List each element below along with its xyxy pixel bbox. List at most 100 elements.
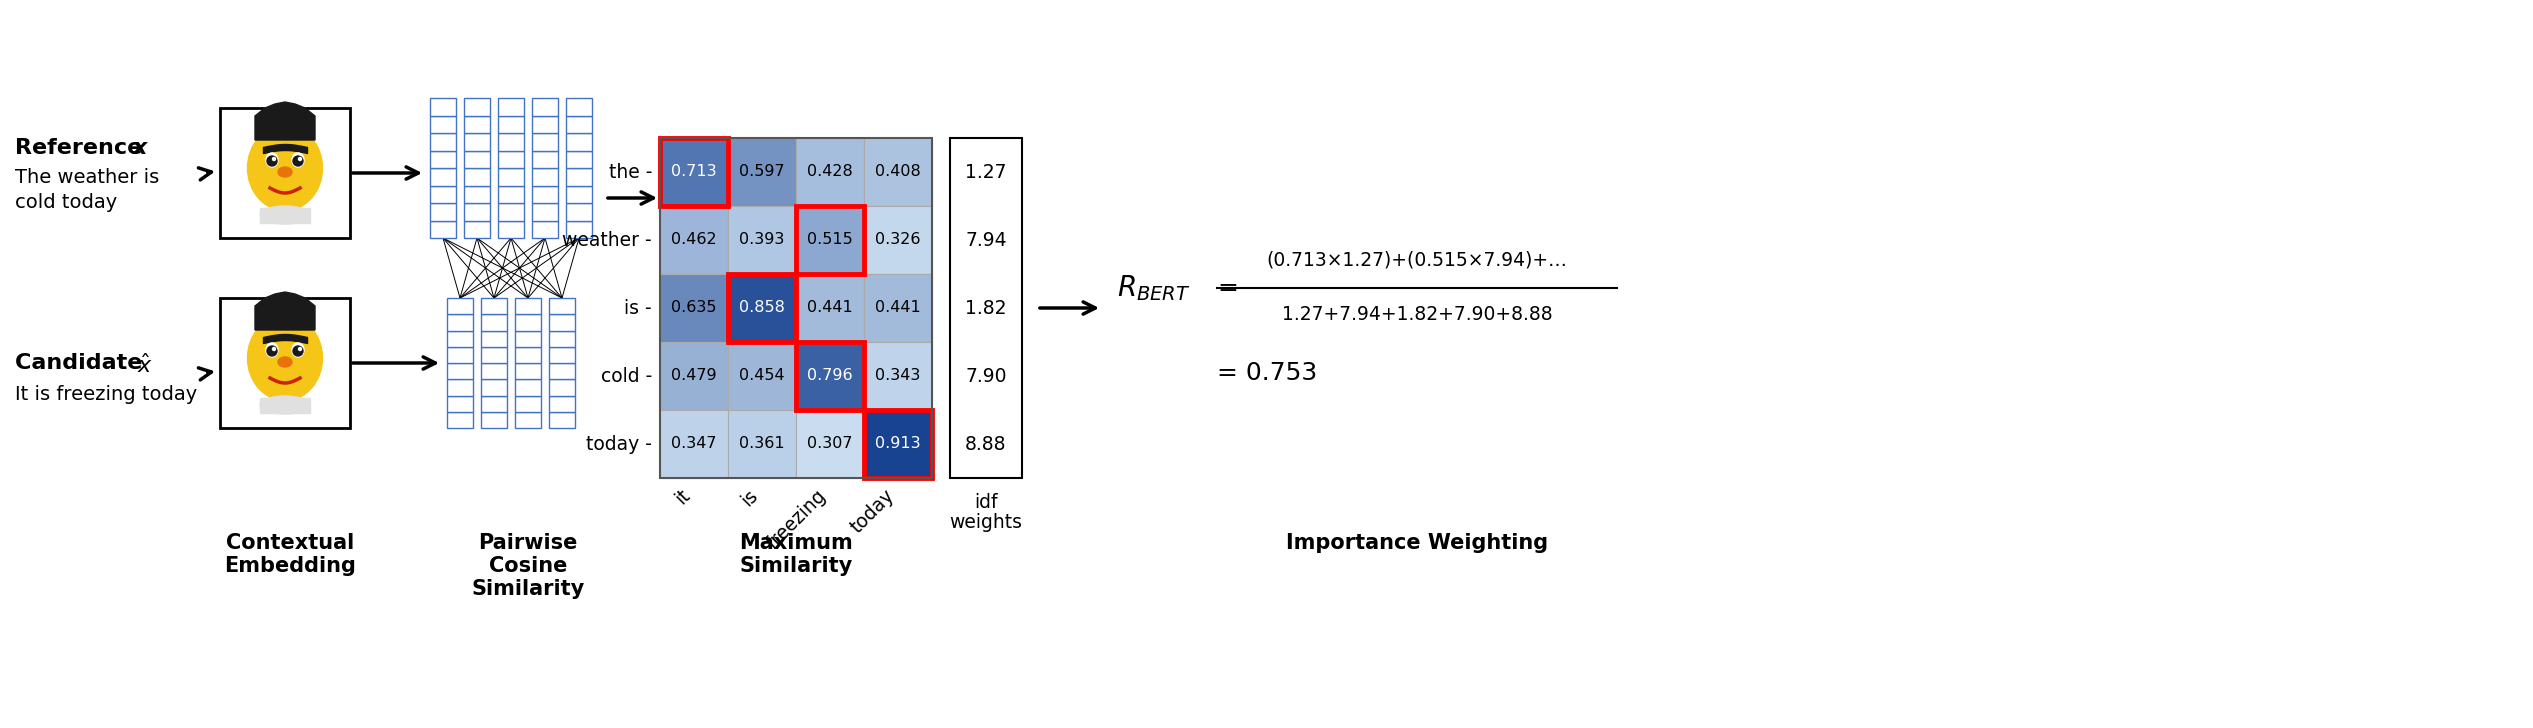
Bar (565, 133, 593, 151)
Bar (532, 133, 557, 151)
Text: =: = (1216, 276, 1239, 300)
Text: cold today: cold today (15, 193, 117, 212)
Bar (464, 168, 489, 186)
Text: the -: the - (608, 162, 651, 181)
Text: Importance Weighting: Importance Weighting (1287, 533, 1548, 553)
Text: $R_{BERT}$: $R_{BERT}$ (1117, 273, 1191, 303)
Bar (446, 379, 474, 395)
Text: It is freezing today: It is freezing today (15, 385, 198, 404)
Text: 0.408: 0.408 (874, 165, 922, 180)
Bar (220, 298, 350, 428)
Text: 1.82: 1.82 (965, 298, 1006, 317)
Bar (431, 168, 456, 186)
Bar (532, 98, 557, 116)
Text: 0.361: 0.361 (740, 437, 785, 451)
Bar (446, 331, 474, 347)
Text: 0.343: 0.343 (876, 368, 919, 384)
Bar (550, 347, 575, 363)
Bar (565, 203, 593, 221)
Text: cold -: cold - (600, 366, 651, 386)
Bar (220, 108, 350, 238)
Text: Pairwise
Cosine
Similarity: Pairwise Cosine Similarity (471, 533, 585, 599)
Bar (795, 274, 864, 342)
Bar (532, 186, 557, 203)
Bar (514, 379, 542, 395)
Circle shape (299, 347, 301, 350)
Bar (864, 410, 932, 478)
Text: 0.393: 0.393 (740, 232, 785, 248)
Bar (550, 298, 575, 314)
Bar (499, 221, 524, 238)
Text: idf: idf (975, 493, 998, 512)
Bar (514, 331, 542, 347)
Ellipse shape (248, 315, 322, 400)
Ellipse shape (291, 343, 304, 357)
Bar (464, 151, 489, 168)
Bar (514, 395, 542, 412)
Bar (727, 274, 795, 342)
Bar (795, 342, 864, 410)
Text: x: x (134, 138, 147, 158)
Bar (550, 395, 575, 412)
Bar (499, 151, 524, 168)
Bar (727, 342, 795, 410)
Bar (565, 221, 593, 238)
Bar (261, 398, 309, 413)
Bar (431, 186, 456, 203)
Bar (499, 168, 524, 186)
Bar (532, 116, 557, 133)
Bar (532, 168, 557, 186)
Bar (499, 98, 524, 116)
Bar (431, 116, 456, 133)
Bar (431, 133, 456, 151)
Text: 0.515: 0.515 (808, 232, 854, 248)
Bar (864, 138, 932, 206)
Text: 0.597: 0.597 (740, 165, 785, 180)
Bar (481, 298, 507, 314)
Text: 0.441: 0.441 (808, 301, 854, 315)
Text: 8.88: 8.88 (965, 435, 1006, 454)
Bar (565, 186, 593, 203)
Bar (661, 138, 932, 478)
Circle shape (266, 156, 276, 166)
Circle shape (266, 346, 276, 356)
Bar (565, 151, 593, 168)
Bar (864, 206, 932, 274)
Bar (661, 206, 727, 274)
Text: 1.27: 1.27 (965, 162, 1006, 181)
Ellipse shape (248, 125, 322, 210)
Ellipse shape (291, 153, 304, 167)
Bar (481, 363, 507, 379)
Bar (464, 203, 489, 221)
Bar (446, 412, 474, 428)
Bar (550, 331, 575, 347)
Bar (446, 347, 474, 363)
Bar (565, 116, 593, 133)
Text: weather -: weather - (562, 231, 651, 250)
Bar (795, 410, 864, 478)
Bar (481, 314, 507, 331)
Text: is: is (737, 486, 762, 510)
Circle shape (274, 157, 276, 160)
Text: 0.635: 0.635 (671, 301, 717, 315)
Bar (446, 395, 474, 412)
Bar (271, 390, 299, 400)
Bar (514, 347, 542, 363)
Bar (550, 379, 575, 395)
Bar (661, 410, 727, 478)
Bar (950, 138, 1021, 478)
Circle shape (274, 347, 276, 350)
Bar (464, 221, 489, 238)
Text: The weather is: The weather is (15, 168, 160, 187)
Bar (795, 206, 864, 274)
Bar (795, 206, 864, 274)
Bar (795, 342, 864, 410)
Text: 0.454: 0.454 (740, 368, 785, 384)
Text: 0.713: 0.713 (671, 165, 717, 180)
Bar (514, 298, 542, 314)
Bar (550, 412, 575, 428)
Text: Contextual
Embedding: Contextual Embedding (223, 533, 357, 576)
Bar (661, 138, 727, 206)
Text: today -: today - (585, 435, 651, 454)
Bar (864, 274, 932, 342)
